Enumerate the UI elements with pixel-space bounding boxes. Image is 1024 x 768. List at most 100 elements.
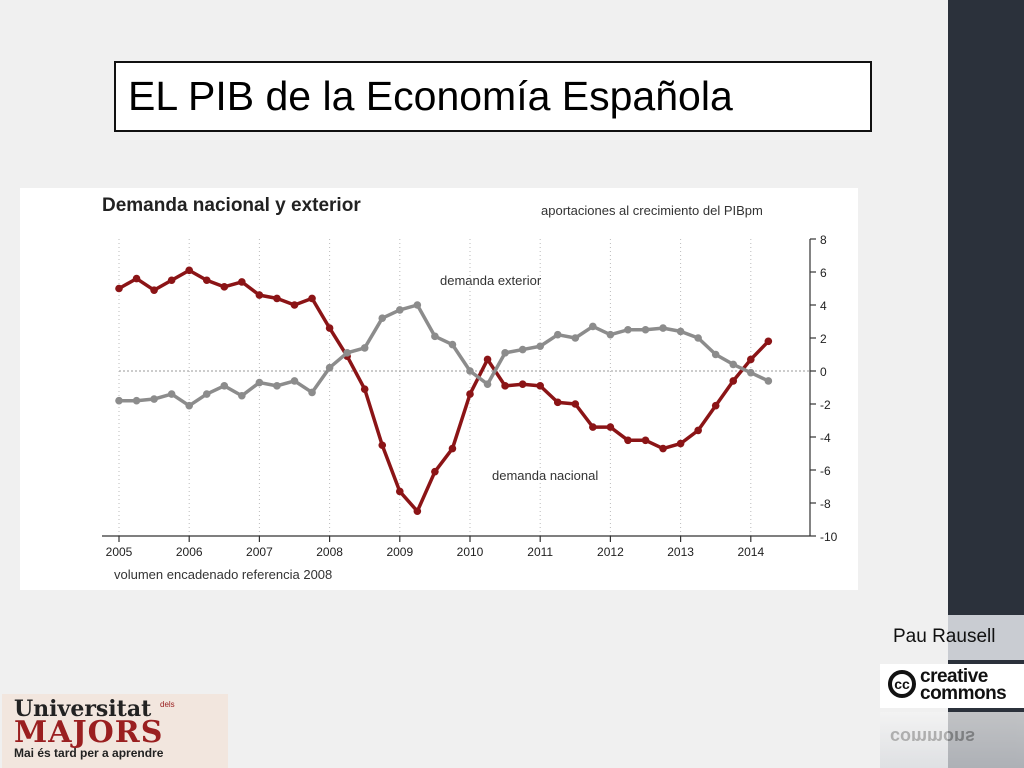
chart-subtitle: aportaciones al crecimiento del PIBpm [541, 203, 763, 218]
line-chart: Demanda nacional y exterior aportaciones… [102, 195, 838, 582]
data-point-demanda-exterior [360, 344, 369, 352]
data-point-demanda-exterior [115, 396, 123, 405]
data-point-demanda-exterior [343, 349, 351, 357]
data-point-demanda-exterior [641, 325, 650, 334]
data-point-demanda-nacional [185, 266, 193, 275]
y-tick-label: 0 [820, 365, 827, 379]
chart-panel: Demanda nacional y exterior aportaciones… [20, 188, 858, 590]
x-tick-label: 2008 [316, 545, 343, 559]
data-point-demanda-exterior [606, 330, 615, 339]
data-point-demanda-exterior [571, 334, 580, 342]
data-point-demanda-exterior [483, 380, 492, 388]
data-point-demanda-exterior [659, 324, 667, 332]
data-point-demanda-nacional [238, 278, 246, 286]
data-point-demanda-nacional [202, 276, 211, 285]
slide-title: EL PIB de la Economía Española [128, 73, 733, 119]
data-point-demanda-exterior [729, 360, 738, 369]
data-point-demanda-nacional [711, 401, 720, 410]
data-point-demanda-nacional [431, 467, 439, 476]
data-point-demanda-exterior [167, 390, 176, 398]
data-point-demanda-nacional [290, 301, 299, 309]
chart-title: Demanda nacional y exterior [102, 195, 361, 216]
data-point-demanda-nacional [167, 276, 176, 285]
data-point-demanda-nacional [466, 390, 474, 398]
data-point-demanda-exterior [150, 395, 158, 403]
data-point-demanda-nacional [676, 439, 685, 448]
data-point-demanda-exterior [448, 340, 457, 349]
data-point-demanda-nacional [308, 294, 316, 303]
data-point-demanda-nacional [553, 398, 562, 407]
x-tick-label: 2005 [106, 545, 133, 559]
data-point-demanda-exterior [396, 306, 404, 314]
data-point-demanda-exterior [466, 367, 474, 375]
data-point-demanda-nacional [220, 283, 229, 291]
data-point-demanda-nacional [747, 355, 755, 364]
data-point-demanda-nacional [729, 377, 738, 385]
cc-reflection-text: commons [890, 727, 976, 747]
data-point-demanda-exterior [589, 322, 597, 331]
data-point-demanda-exterior [273, 382, 281, 390]
x-tick-label: 2013 [667, 545, 694, 559]
data-point-demanda-exterior [536, 342, 544, 351]
cc-word-commons: commons [920, 683, 1007, 704]
x-tick-label: 2007 [246, 545, 273, 559]
data-point-demanda-nacional [360, 385, 369, 393]
title-box: EL PIB de la Economía Española [114, 61, 872, 132]
y-tick-label: -8 [820, 497, 831, 511]
data-point-demanda-nacional [273, 294, 281, 303]
data-point-demanda-exterior [238, 391, 246, 400]
data-point-demanda-nacional [764, 337, 773, 346]
data-point-demanda-nacional [571, 400, 580, 408]
creative-commons-logo: cc creative commons commons [880, 664, 1024, 768]
data-point-demanda-exterior [132, 396, 141, 405]
data-point-demanda-exterior [518, 345, 527, 354]
um-logo-majors: MAJORS [14, 715, 164, 750]
slide-sidebar-accent [948, 615, 1024, 660]
data-point-demanda-nacional [115, 284, 123, 293]
y-tick-label: 6 [820, 266, 827, 280]
data-point-demanda-exterior [185, 401, 193, 410]
data-point-demanda-nacional [589, 423, 597, 431]
data-point-demanda-exterior [501, 349, 509, 357]
data-point-demanda-nacional [518, 380, 527, 388]
data-point-demanda-nacional [641, 436, 650, 445]
data-point-demanda-nacional [448, 444, 457, 453]
data-point-demanda-exterior [413, 301, 422, 309]
y-tick-label: 8 [820, 233, 827, 247]
cc-icon: cc [888, 670, 916, 698]
x-tick-label: 2009 [386, 545, 413, 559]
cc-logo-reflection: commons [880, 712, 1024, 768]
universitat-dels-majors-logo: Universitat dels MAJORS Mai és tard per … [2, 694, 228, 768]
y-tick-label: -4 [820, 431, 831, 445]
data-point-demanda-nacional [501, 382, 509, 390]
y-tick-label: -2 [820, 398, 831, 412]
um-logo-tagline: Mai és tard per a aprendre [14, 746, 164, 760]
data-point-demanda-exterior [747, 368, 755, 377]
data-point-demanda-exterior [202, 390, 211, 398]
x-tick-label: 2014 [737, 545, 764, 559]
data-point-demanda-exterior [220, 382, 229, 390]
data-point-demanda-nacional [413, 507, 422, 516]
um-logo-dels: dels [160, 700, 175, 709]
x-tick-label: 2011 [527, 545, 553, 559]
cc-logo-main: cc creative commons [880, 664, 1024, 708]
y-tick-label: -6 [820, 464, 831, 478]
x-tick-label: 2012 [597, 545, 624, 559]
data-point-demanda-exterior [431, 332, 439, 341]
x-tick-label: 2010 [457, 545, 484, 559]
data-point-demanda-exterior [308, 388, 316, 397]
data-point-demanda-nacional [606, 423, 615, 431]
um-logo-universitat: Universitat [14, 696, 152, 722]
data-point-demanda-nacional [659, 444, 667, 453]
data-point-demanda-nacional [624, 436, 632, 445]
series-label-demanda-exterior: demanda exterior [440, 273, 542, 288]
data-point-demanda-nacional [483, 355, 492, 364]
data-point-demanda-exterior [325, 363, 334, 372]
data-point-demanda-exterior [255, 378, 264, 387]
data-point-demanda-nacional [378, 441, 387, 450]
data-point-demanda-exterior [553, 330, 562, 339]
chart-footnote: volumen encadenado referencia 2008 [114, 567, 332, 582]
data-point-demanda-exterior [378, 314, 387, 322]
data-point-demanda-exterior [764, 377, 773, 385]
x-tick-label: 2006 [176, 545, 203, 559]
